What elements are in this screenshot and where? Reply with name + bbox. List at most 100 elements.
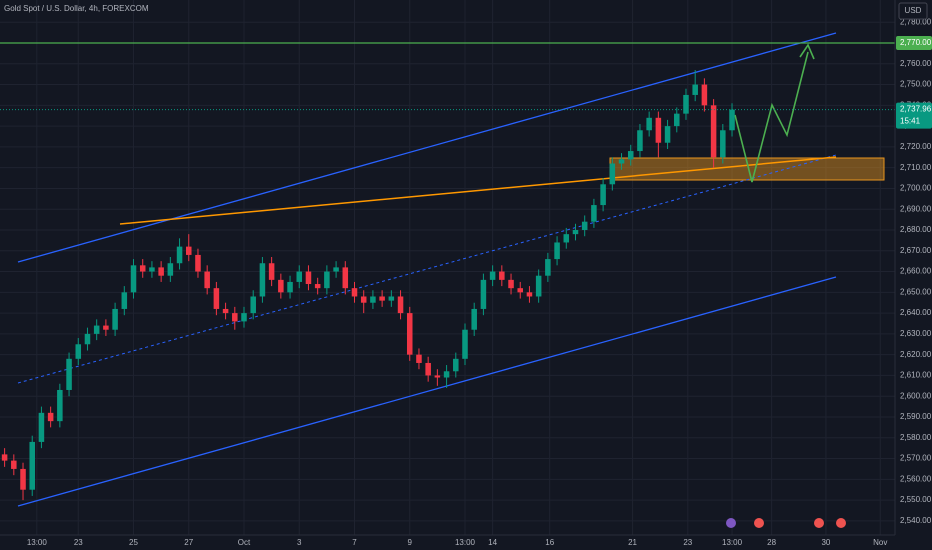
x-tick-label: 23 <box>74 538 83 547</box>
candle-body <box>729 109 735 131</box>
candle-body <box>75 344 82 359</box>
candle-body <box>434 375 441 378</box>
candle-body <box>581 221 588 230</box>
event-icon <box>814 518 824 528</box>
candle-body <box>66 358 72 390</box>
candle-body <box>360 296 367 303</box>
candle-body <box>535 275 542 297</box>
projection-arrow <box>799 43 815 60</box>
candle-body <box>121 292 128 309</box>
candle-body <box>618 159 625 164</box>
candle-body <box>176 246 183 264</box>
candle-body <box>38 412 45 442</box>
candle-body <box>93 325 100 334</box>
y-tick-label: 2,570.00 <box>900 454 932 463</box>
candle-body <box>720 130 726 158</box>
candle-body <box>314 284 321 289</box>
last-price-label: 2,737.96 <box>900 105 932 114</box>
candle-body <box>627 151 634 160</box>
candle-body <box>103 325 109 330</box>
y-tick-label: 2,550.00 <box>900 495 932 504</box>
y-tick-label: 2,660.00 <box>900 267 932 276</box>
candle-body <box>342 267 349 289</box>
candles <box>0 42 895 501</box>
y-tick-label: 2,720.00 <box>900 142 932 151</box>
drawings <box>17 32 885 507</box>
level-label: 2,770.00 <box>900 38 932 47</box>
candle-body <box>222 308 229 314</box>
candle-body <box>47 412 54 422</box>
candle-body <box>637 130 643 152</box>
candle-body <box>600 184 606 206</box>
x-tick-label: 14 <box>488 538 497 547</box>
candle-body <box>554 242 560 260</box>
y-tick-label: 2,590.00 <box>900 412 932 421</box>
candle-body <box>130 265 137 293</box>
candle-body <box>195 254 201 272</box>
candle-body <box>333 267 339 272</box>
chart-title: Gold Spot / U.S. Dollar, 4h, FOREXCOM <box>4 4 149 13</box>
candle-body <box>1 454 8 461</box>
candle-body <box>232 313 238 322</box>
x-tick-label: 13:00 <box>455 538 476 547</box>
candle-body <box>545 259 551 276</box>
candle-body <box>296 271 303 282</box>
currency: USD <box>905 6 922 15</box>
x-tick-label: 16 <box>545 538 554 547</box>
candle-body <box>416 354 422 363</box>
y-tick-label: 2,700.00 <box>900 184 932 193</box>
candle-body <box>406 313 413 355</box>
candle-body <box>609 163 616 185</box>
candle-body <box>710 105 717 158</box>
event-icons <box>726 518 846 528</box>
y-tick-label: 2,580.00 <box>900 433 932 442</box>
y-tick-label: 2,670.00 <box>900 246 932 255</box>
y-tick-label: 2,750.00 <box>900 80 932 89</box>
y-tick-label: 2,620.00 <box>900 350 932 359</box>
y-tick-label: 2,780.00 <box>900 17 932 26</box>
candle-body <box>655 117 662 143</box>
candle-body <box>664 126 671 143</box>
y-tick-label: 2,640.00 <box>900 308 932 317</box>
event-icon <box>836 518 846 528</box>
event-icon <box>754 518 764 528</box>
candle-body <box>167 263 174 276</box>
x-tick-label: 9 <box>408 538 413 547</box>
candle-body <box>489 271 496 280</box>
projection-path <box>734 51 809 183</box>
candle-body <box>517 288 524 293</box>
currency-box <box>898 2 928 20</box>
y-tick-label: 2,540.00 <box>900 516 932 525</box>
candle-body <box>508 279 514 289</box>
x-tick-label: 7 <box>352 538 357 547</box>
candle-body <box>20 468 26 490</box>
x-tick-label: 13:00 <box>722 538 743 547</box>
candle-body <box>443 371 450 378</box>
candle-body <box>139 265 146 272</box>
candle-body <box>241 313 247 322</box>
axes: 2,540.00 2,550.00 2,560.00 2,570.00 2,580.00… <box>27 17 932 547</box>
channel-lower <box>17 276 837 507</box>
event-icon <box>726 518 736 528</box>
channel-upper <box>17 32 837 263</box>
candle-body <box>305 271 312 285</box>
x-tick-label: 27 <box>184 538 193 547</box>
candle-body <box>158 267 164 276</box>
candle-body <box>379 296 385 301</box>
y-tick-label: 2,680.00 <box>900 225 932 234</box>
candle-body <box>287 281 293 293</box>
grid <box>0 0 895 535</box>
candle-body <box>453 358 459 372</box>
last-price-tag <box>896 102 932 129</box>
x-tick-label: Nov <box>873 538 887 547</box>
candle-body <box>259 263 266 297</box>
x-tick-label: 30 <box>821 538 830 547</box>
candle-body <box>572 229 579 235</box>
candle-body <box>471 308 477 330</box>
candle-body <box>692 84 698 95</box>
candle-body <box>646 117 652 131</box>
candle-body <box>84 333 91 345</box>
candle-body <box>591 205 597 222</box>
candle-body <box>185 246 192 255</box>
